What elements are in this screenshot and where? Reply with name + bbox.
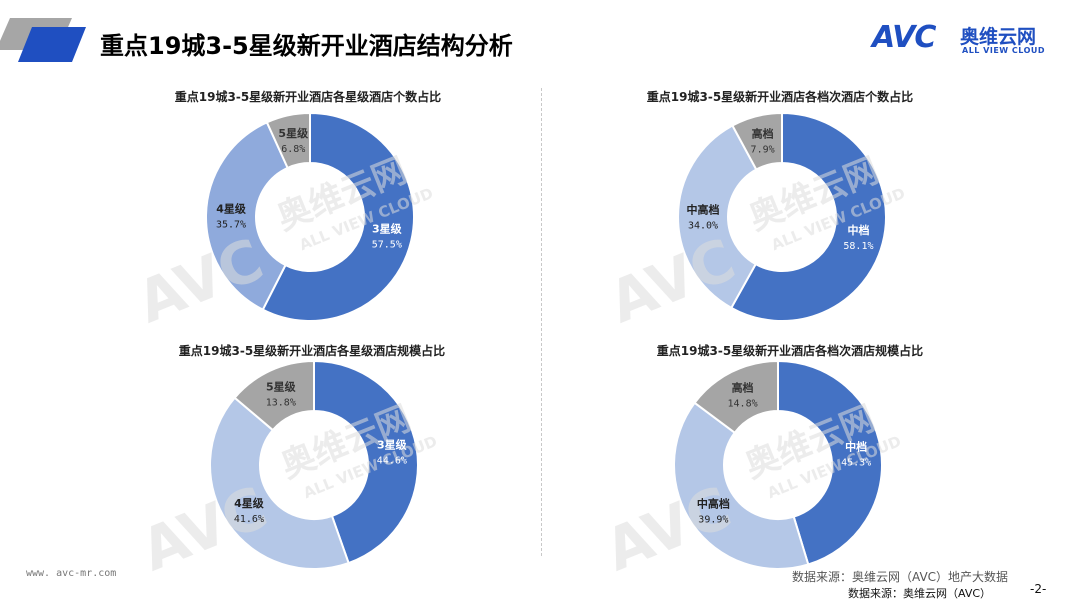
slice-name-label: 高档 [732, 380, 754, 394]
slice-name-label: 中高档 [687, 203, 720, 217]
slice-name-label: 5星级 [278, 126, 309, 140]
slice-value-label: 45.3% [841, 457, 871, 468]
watermark-logo-text: AVC [596, 473, 741, 584]
watermark-logo-text: AVC [600, 225, 745, 336]
slice-name-label: 3星级 [372, 221, 403, 235]
donut-slice [677, 124, 758, 310]
page-number: -2- [1030, 582, 1047, 596]
donut-slice [777, 359, 883, 566]
donut-slice [209, 396, 350, 570]
slice-labels: 中档 58.1% 中高档 34.0% 高档 7.9% [687, 126, 874, 251]
donut-slice [265, 111, 311, 170]
donut-slice [673, 401, 810, 570]
slice-name-label: 4星级 [234, 496, 265, 510]
chart-title: 重点19城3-5星级新开业酒店各档次酒店规模占比 [656, 344, 924, 358]
donut-slice [313, 359, 419, 565]
slice-value-label: 34.0% [688, 221, 718, 232]
chart-grade-count: 重点19城3-5星级新开业酒店各档次酒店个数占比 AVC 奥维云网 ALL VIEW… [520, 88, 1040, 338]
donut-slices [673, 359, 883, 570]
slice-value-label: 57.5% [372, 239, 402, 250]
watermark-logo-text: AVC [128, 225, 273, 336]
donut-slice [693, 359, 779, 435]
chart-title: 重点19城3-5星级新开业酒店各星级酒店规模占比 [178, 344, 446, 358]
slice-value-label: 6.8% [281, 144, 305, 155]
slice-name-label: 高档 [752, 126, 774, 140]
logo-avc-text: AVC [872, 20, 936, 55]
slice-labels: 中档 45.3% 中高档 39.9% 高档 14.8% [697, 380, 871, 525]
center-divider [541, 88, 542, 556]
footer-source-primary: 数据来源：奥维云网（AVC）地产大数据 [792, 570, 1009, 584]
chart-star-count: 重点19城3-5星级新开业酒店各星级酒店个数占比 AVC 奥维云网 ALL VIEW… [48, 88, 568, 338]
slice-value-label: 7.9% [751, 144, 775, 155]
slice-value-label: 14.8% [728, 398, 758, 409]
footer-source-secondary: 数据来源：奥维云网（AVC） [848, 587, 992, 600]
slice-value-label: 44.6% [377, 456, 407, 467]
slice-name-label: 3星级 [377, 438, 408, 452]
slice-name-label: 中档 [845, 439, 867, 453]
logo-cn-text: 奥维云网 [960, 26, 1037, 48]
watermark-logo-text: AVC [132, 473, 277, 584]
slice-value-label: 58.1% [843, 241, 873, 252]
chart-star-scale: 重点19城3-5星级新开业酒店各星级酒店规模占比 AVC 奥维云网 ALL VIEW… [52, 342, 572, 592]
slice-value-label: 13.8% [266, 397, 296, 408]
chart-title: 重点19城3-5星级新开业酒店各档次酒店个数占比 [646, 90, 914, 104]
slice-name-label: 5星级 [266, 379, 297, 393]
slice-name-label: 中高档 [697, 496, 730, 510]
slice-name-label: 4星级 [216, 201, 247, 215]
slice-value-label: 35.7% [216, 219, 246, 230]
header: 重点19城3-5星级新开业酒店结构分析 AVC 奥维云网 ALL VIEW CL… [0, 0, 1071, 75]
donut-slice [729, 111, 887, 322]
donut-slices [205, 111, 415, 322]
slice-labels: 3星级 57.5% 4星级 35.7% 5星级 6.8% [216, 126, 403, 251]
chart-grade-scale: 重点19城3-5星级新开业酒店各档次酒店规模占比 AVC 奥维云网 ALL VIEW… [530, 342, 1050, 592]
header-accent-shape [0, 18, 86, 62]
chart-title: 重点19城3-5星级新开业酒店各星级酒店个数占比 [174, 90, 442, 104]
donut-slice [205, 121, 289, 312]
slice-value-label: 39.9% [698, 514, 728, 525]
donut-slices [677, 111, 887, 322]
slice-value-label: 41.6% [234, 514, 264, 525]
donut-slices [209, 359, 419, 570]
page-title: 重点19城3-5星级新开业酒店结构分析 [100, 32, 513, 60]
logo-en-text: ALL VIEW CLOUD [962, 46, 1046, 55]
donut-slice [731, 111, 783, 171]
avc-logo: AVC 奥维云网 ALL VIEW CLOUD [872, 20, 1052, 62]
donut-slice [261, 111, 415, 322]
slice-name-label: 中档 [847, 223, 869, 237]
donut-slice [233, 359, 315, 432]
slice-labels: 3星级 44.6% 4星级 41.6% 5星级 13.8% [234, 379, 408, 525]
footer-website: www. avc-mr.com [26, 568, 117, 579]
